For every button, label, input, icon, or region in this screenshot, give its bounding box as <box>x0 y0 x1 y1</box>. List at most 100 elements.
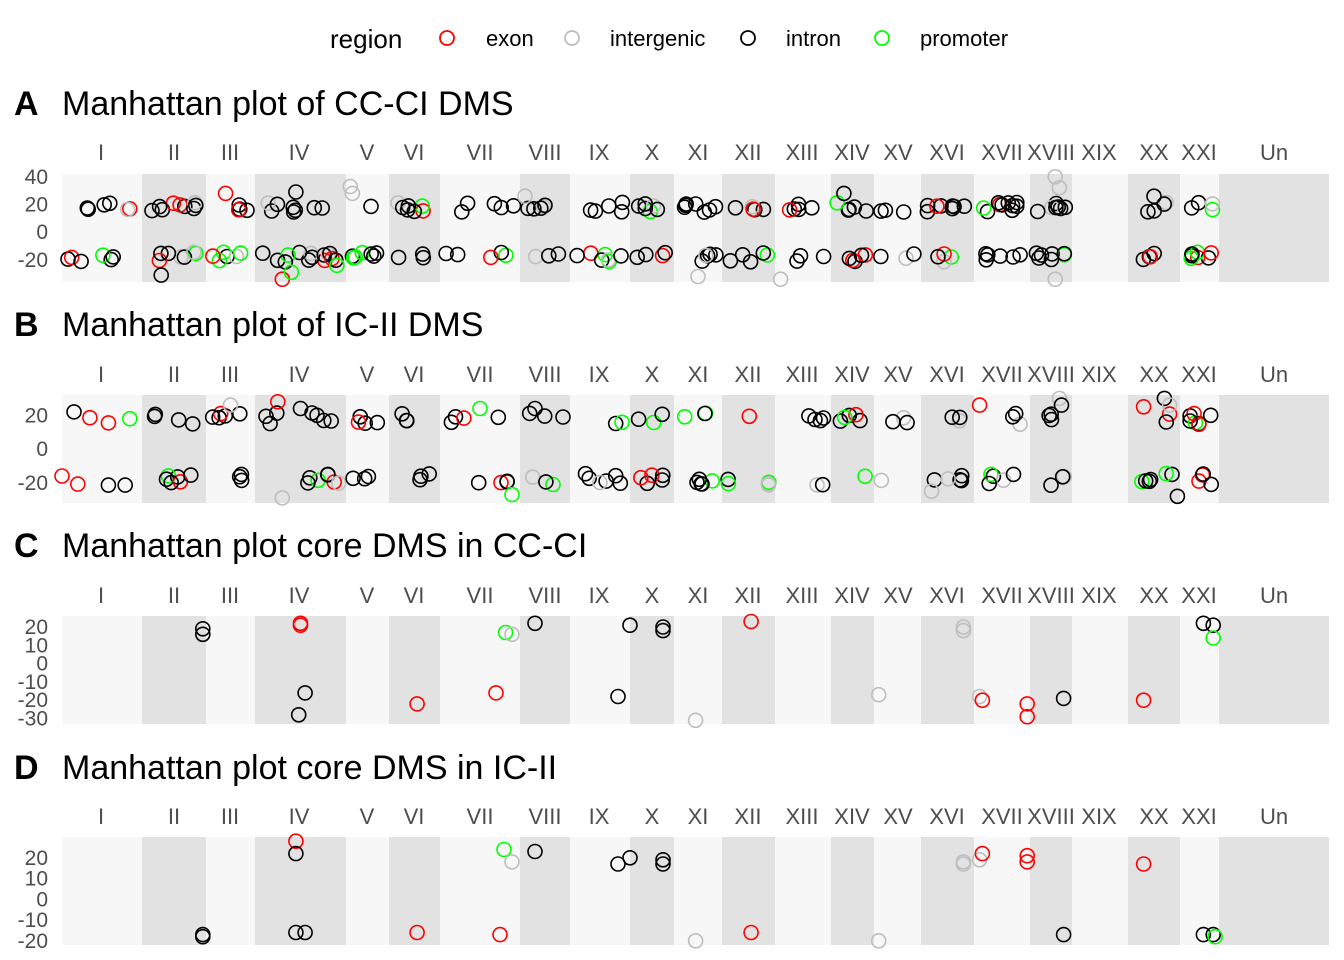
data-point <box>593 252 610 268</box>
chromosome-band <box>62 616 142 724</box>
data-point <box>288 924 304 941</box>
data-point <box>233 466 250 483</box>
chromosome-label: VII <box>467 140 494 165</box>
data-point <box>727 200 744 216</box>
panel-title: Manhattan plot core DMS in CC-CI <box>62 527 587 565</box>
chromosome-label: XV <box>883 140 913 165</box>
data-point <box>655 619 671 635</box>
data-point <box>637 246 654 263</box>
chromosome-band <box>520 616 570 724</box>
chromosome-band <box>1128 174 1180 282</box>
chromosome-label: XV <box>883 362 913 387</box>
chromosome-band <box>440 837 520 945</box>
chromosome-band <box>142 174 206 282</box>
chromosome-band <box>142 395 206 503</box>
chromosome-label: V <box>360 362 375 387</box>
y-tick-label: -20 <box>18 930 48 953</box>
data-point <box>300 475 316 491</box>
data-point <box>815 410 832 426</box>
chromosome-band <box>255 837 346 945</box>
data-point <box>610 856 626 872</box>
chromosome-band <box>346 395 389 503</box>
data-point <box>1057 199 1074 216</box>
data-point <box>971 397 988 413</box>
data-point <box>1000 195 1017 211</box>
data-point <box>1204 201 1221 218</box>
data-point <box>1043 477 1059 494</box>
chromosome-label: XXI <box>1181 362 1216 387</box>
data-point <box>421 466 438 482</box>
data-point <box>470 474 487 491</box>
chromosome-label: XX <box>1139 362 1169 387</box>
data-point <box>258 408 274 425</box>
chromosome-label: VI <box>404 804 425 829</box>
data-point <box>274 490 291 506</box>
data-point <box>607 415 624 432</box>
data-point <box>285 199 302 216</box>
data-point <box>1169 488 1186 505</box>
chromosome-label: VIII <box>528 583 561 608</box>
chromosome-band <box>440 395 520 503</box>
data-point <box>1191 416 1207 433</box>
y-tick-label: -10 <box>18 909 48 932</box>
chromosome-label: XVIII <box>1027 583 1075 608</box>
data-point <box>520 200 536 217</box>
data-point <box>654 406 671 423</box>
y-tick-label: -20 <box>18 472 48 495</box>
chromosome-band <box>674 616 722 724</box>
data-point <box>288 184 304 200</box>
data-point <box>412 471 428 488</box>
data-point <box>212 405 229 422</box>
y-tick-label: 10 <box>25 634 48 657</box>
data-point <box>633 469 649 486</box>
data-point <box>363 246 380 262</box>
chromosome-label: XVII <box>981 362 1023 387</box>
chromosome-label: XVIII <box>1027 804 1075 829</box>
data-point <box>919 203 936 220</box>
data-point <box>870 932 887 949</box>
data-point <box>951 409 968 426</box>
data-point <box>186 244 202 261</box>
data-point <box>622 617 638 634</box>
data-point <box>73 253 89 270</box>
data-point <box>1056 245 1073 262</box>
data-point <box>790 201 807 218</box>
y-tick-label: 0 <box>36 653 48 676</box>
chromosome-label: XIV <box>834 362 870 387</box>
data-point <box>1158 414 1175 430</box>
chromosome-band <box>722 616 775 724</box>
chromosome-label: I <box>98 804 104 829</box>
chromosome-label: II <box>168 583 180 608</box>
data-point <box>527 248 544 265</box>
chromosome-band <box>570 837 630 945</box>
data-point <box>1164 466 1180 483</box>
chromosome-band <box>389 616 440 724</box>
y-tick-label: -10 <box>18 671 48 694</box>
data-point <box>292 400 309 417</box>
data-point <box>569 247 585 264</box>
data-point <box>545 476 561 493</box>
chromosome-band <box>1219 616 1329 724</box>
data-point <box>992 248 1009 264</box>
data-point <box>415 203 431 219</box>
data-point <box>524 469 541 485</box>
data-point <box>492 926 508 943</box>
data-point <box>1031 250 1047 266</box>
data-point <box>630 411 647 428</box>
chromosome-label: XII <box>735 804 762 829</box>
data-point <box>853 247 870 264</box>
chromosome-band <box>440 616 520 724</box>
chromosome-band <box>674 837 722 945</box>
chromosome-band <box>389 174 440 282</box>
data-point <box>1203 245 1219 261</box>
chromosome-band <box>255 616 346 724</box>
data-point <box>344 185 361 202</box>
chromosome-label: XVII <box>981 140 1023 165</box>
data-point <box>309 407 325 424</box>
data-point <box>415 249 432 266</box>
data-point <box>297 685 313 701</box>
panel-tag: B <box>14 306 39 344</box>
legend-key-intergenic <box>564 30 580 46</box>
chromosome-band <box>1030 837 1072 945</box>
y-tick-label: 20 <box>25 847 48 870</box>
